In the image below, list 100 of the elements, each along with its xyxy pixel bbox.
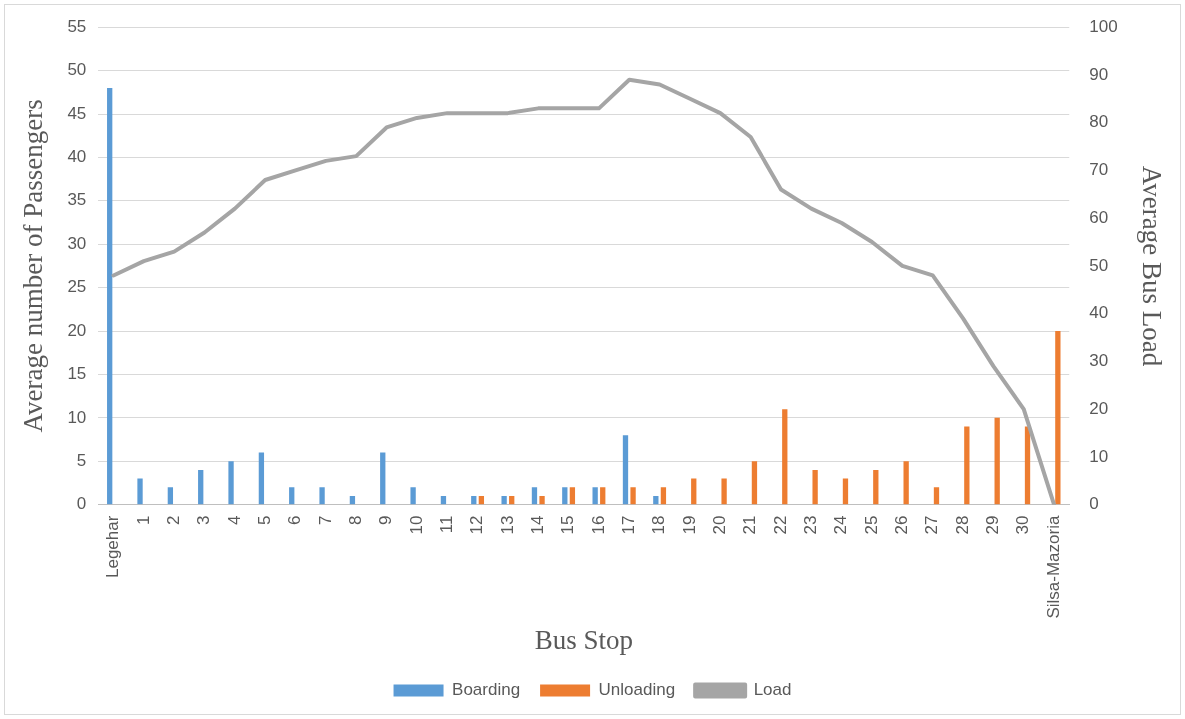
x-tick-label: 30 xyxy=(1013,515,1033,535)
bar xyxy=(501,495,507,505)
y2-tick-label: 50 xyxy=(1089,255,1109,275)
bar xyxy=(228,461,234,505)
y-tick-label: 25 xyxy=(67,277,87,297)
bar xyxy=(592,487,598,505)
bar xyxy=(600,487,606,505)
x-tick-label: Legehar xyxy=(103,515,123,579)
x-tick-label: 6 xyxy=(285,515,305,526)
bar xyxy=(107,87,113,505)
bar xyxy=(622,435,629,505)
y2-tick-label: 30 xyxy=(1089,351,1109,371)
x-tick-label: 2 xyxy=(163,515,183,526)
x-tick-label: 28 xyxy=(952,515,972,535)
y2-tick-label: 100 xyxy=(1089,16,1118,36)
x-tick-label: 22 xyxy=(770,515,790,535)
bar xyxy=(873,469,879,505)
bar xyxy=(440,495,447,505)
y-tick-label: 55 xyxy=(67,16,87,36)
x-tick-label: 17 xyxy=(618,515,638,535)
bar xyxy=(653,495,659,505)
x-tick-label: 26 xyxy=(892,515,912,535)
y2-tick-label: 0 xyxy=(1089,494,1099,514)
bar xyxy=(721,478,727,505)
bar xyxy=(812,469,818,505)
x-tick-label: 19 xyxy=(679,515,699,535)
bar xyxy=(569,487,576,505)
x-tick-label: 12 xyxy=(467,515,487,535)
x-tick-label: 9 xyxy=(376,515,396,526)
bar xyxy=(258,452,265,505)
bar xyxy=(994,417,1000,505)
bar xyxy=(539,495,545,505)
bar xyxy=(933,487,940,505)
x-tick-label: 29 xyxy=(983,515,1003,535)
bar xyxy=(691,478,697,505)
x-tick-label: 21 xyxy=(740,515,760,535)
y-tick-label: 5 xyxy=(76,450,87,470)
x-tick-label: 3 xyxy=(194,515,214,526)
x-tick-label: 27 xyxy=(922,515,942,535)
y2-tick-label: 80 xyxy=(1089,112,1109,132)
y2-tick-label: 70 xyxy=(1089,160,1109,180)
x-tick-label: 14 xyxy=(527,515,547,535)
x-tick-label: 5 xyxy=(254,515,274,526)
x-tick-label: 4 xyxy=(224,515,244,526)
x-axis-title: Bus Stop xyxy=(534,624,633,655)
y-tick-label: 35 xyxy=(67,190,87,210)
x-tick-label: 10 xyxy=(406,515,426,535)
bar xyxy=(509,495,515,505)
x-tick-label: 25 xyxy=(861,515,881,535)
bar xyxy=(531,487,538,505)
bar xyxy=(1055,331,1061,505)
bar xyxy=(964,426,970,505)
bar xyxy=(319,487,325,505)
y-axis-title: Average number of Passengers xyxy=(18,99,49,433)
bar xyxy=(562,487,568,505)
legend-label: Load xyxy=(753,680,792,700)
x-tick-label: 16 xyxy=(588,515,608,535)
x-tick-label: 1 xyxy=(133,515,153,526)
y-tick-label: 50 xyxy=(67,60,87,80)
x-tick-label: 23 xyxy=(801,515,821,535)
y2-tick-label: 90 xyxy=(1089,64,1109,84)
y-tick-label: 30 xyxy=(67,233,87,253)
bar xyxy=(380,452,386,505)
x-tick-label: 24 xyxy=(831,515,851,535)
x-tick-label: 8 xyxy=(345,515,365,526)
x-tick-label: 18 xyxy=(649,515,669,535)
bar xyxy=(903,461,909,505)
bar xyxy=(471,495,477,505)
bar xyxy=(660,487,667,505)
x-tick-label: 15 xyxy=(558,515,578,535)
y2-tick-label: 20 xyxy=(1089,398,1109,418)
x-tick-label: Silsa-Mazoria xyxy=(1043,515,1063,619)
y2-tick-label: 60 xyxy=(1089,207,1109,227)
bar xyxy=(410,487,416,505)
bar xyxy=(842,478,849,505)
y2-tick-label: 40 xyxy=(1089,303,1109,323)
y2-axis-title: Average Bus Load xyxy=(1136,165,1167,367)
x-tick-label: 13 xyxy=(497,515,517,535)
x-tick-label: 11 xyxy=(436,515,456,534)
y-tick-label: 20 xyxy=(67,320,87,340)
bar xyxy=(782,409,788,505)
legend-label: Unloading xyxy=(598,680,676,700)
y-tick-label: 0 xyxy=(76,494,87,514)
y-tick-label: 15 xyxy=(67,364,87,384)
bar xyxy=(289,487,295,505)
bar xyxy=(1024,426,1031,505)
x-tick-label: 20 xyxy=(710,515,729,535)
y-tick-label: 45 xyxy=(67,103,87,123)
bar xyxy=(349,495,356,505)
bar xyxy=(751,461,758,505)
y2-tick-label: 10 xyxy=(1089,446,1109,466)
bar xyxy=(198,469,204,505)
bar xyxy=(630,487,636,505)
bar xyxy=(478,495,485,505)
bar xyxy=(137,478,143,505)
x-tick-label: 7 xyxy=(315,515,335,526)
y-tick-label: 40 xyxy=(67,147,87,167)
bar xyxy=(167,487,174,505)
legend-label: Boarding xyxy=(452,680,521,700)
y-tick-label: 10 xyxy=(67,407,87,427)
